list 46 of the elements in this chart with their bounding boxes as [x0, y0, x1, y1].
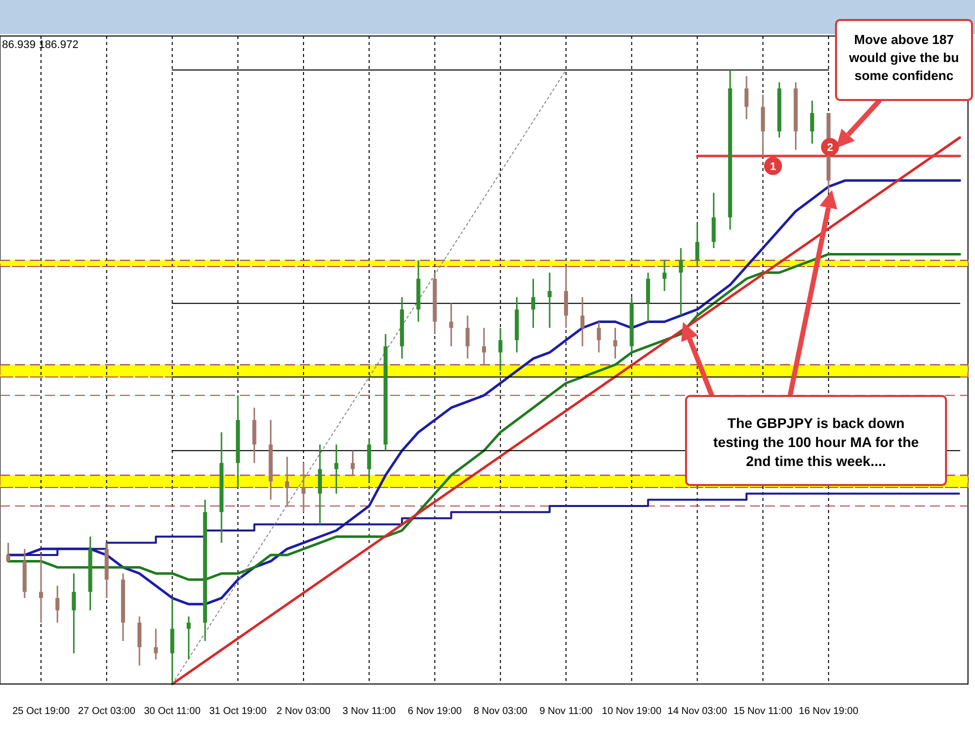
x-tick-label: 27 Oct 03:00	[78, 706, 136, 717]
candlestick	[186, 616, 191, 660]
number-badge: 1	[764, 157, 782, 175]
candlestick	[350, 450, 355, 476]
x-tick-label: 14 Nov 03:00	[668, 706, 728, 717]
candlestick	[498, 327, 502, 372]
x-tick-label: 31 Oct 19:00	[209, 706, 267, 717]
candlestick	[580, 296, 584, 348]
candlestick	[613, 327, 618, 360]
candlestick	[596, 320, 601, 354]
x-tick-label: 10 Nov 19:00	[602, 706, 662, 717]
candlestick	[678, 247, 683, 316]
x-tick-label: 16 Nov 19:00	[798, 706, 859, 717]
x-tick-label: 8 Nov 03:00	[473, 706, 528, 717]
annotation: Move above 187 would give the bu some confidenc	[848, 32, 959, 83]
x-tick-label: 15 Nov 11:00	[734, 706, 793, 717]
x-tick-label: 3 Nov 11:00	[342, 706, 396, 717]
callout-box: Move above 187 would give the bu some confidenc	[835, 19, 973, 101]
x-tick-label: 25 Oct 19:00	[12, 706, 70, 717]
candlestick	[695, 222, 700, 268]
x-tick-label: 30 Oct 11:00	[144, 706, 201, 717]
x-tick-label: 6 Nov 19:00	[408, 706, 462, 717]
x-tick-label: 2 Nov 03:00	[276, 706, 331, 717]
candlestick	[285, 456, 290, 507]
candlestick	[39, 554, 44, 624]
annotation: 1	[770, 161, 776, 173]
candlestick	[6, 542, 10, 562]
candlestick	[449, 302, 454, 348]
candlestick	[531, 278, 536, 329]
callout-box: The GBPJPY is back down testing the 100 hour MA for the 2nd time this week....	[685, 395, 947, 486]
candlestick	[302, 462, 306, 513]
annotation: The GBPJPY is back down testing the 100 hour MA for the 2nd time this week....	[713, 415, 920, 469]
candlestick	[548, 272, 552, 329]
text: 86.939 186.972	[2, 39, 78, 51]
x-tick-label: 9 Nov 11:00	[539, 706, 594, 717]
candlestick	[744, 75, 749, 120]
candlestick	[466, 314, 470, 360]
candlestick	[55, 585, 60, 624]
number-badge: 2	[821, 138, 839, 156]
candlestick	[482, 327, 486, 366]
candlestick	[154, 628, 158, 660]
candlestick	[810, 100, 814, 144]
candlestick	[72, 572, 76, 654]
candlestick	[334, 444, 338, 494]
candlestick	[662, 260, 666, 292]
annotation: 2	[826, 142, 834, 154]
